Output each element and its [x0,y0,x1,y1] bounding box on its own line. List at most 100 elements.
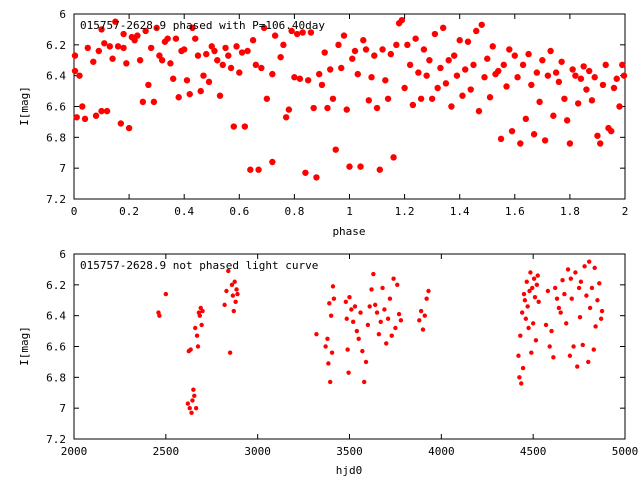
unphased-data-point [576,285,582,291]
phased-data-point [310,104,317,112]
phased-y-axis: 6 6.2 6.4 6.6 6.8 7 7.2 [46,8,625,206]
phased-data-point [109,55,116,62]
phased-data-point [547,47,554,55]
unphased-data-point [549,328,554,334]
phased-data-point [139,98,147,106]
phased-data-point [420,46,428,53]
unphased-data-point [589,285,595,291]
unphased-data-point [535,273,540,278]
unphased-data-point [545,288,551,294]
unphased-data-point [330,284,336,289]
unphased-data-point [586,359,591,365]
unphased-data-point [551,355,556,360]
unphased-data-point [382,307,387,312]
phased-data-point [384,95,392,102]
phased-data-point [282,114,290,121]
phased-data-point [401,84,408,92]
phased-data-point [307,29,315,36]
phased-data-point [255,166,262,173]
phased-data-point [112,18,119,25]
unphased-x-tick-label: 4000 [428,445,455,458]
unphased-data-point [519,381,524,386]
phased-data-point [376,166,384,173]
unphased-data-point [373,302,378,308]
phased-data-point [318,81,326,89]
phased-data-point [200,72,207,79]
phased-data-point [123,60,130,67]
phased-data-point [511,52,518,59]
phased-data-point [536,98,543,106]
phased-data-point [371,52,378,59]
unphased-data-point [326,361,331,366]
phased-data-point [269,70,276,78]
phased-data-point [360,37,367,44]
unphased-data-point [558,310,563,315]
unphased-y-tick-label: 6.8 [46,371,66,384]
phased-data-point [84,44,91,52]
phased-data-point [434,84,441,92]
unphased-data-point [352,304,358,309]
unphased-data-point [529,350,534,355]
phased-data-point [238,49,246,56]
phased-data-point [92,112,100,119]
phased-data-point [117,120,125,127]
phased-data-point [580,63,587,70]
phased-data-point [103,107,111,115]
unphased-data-point [593,324,598,329]
unphased-x-axis: 2000 2500 3000 3500 4000 4500 5000 [61,254,638,458]
unphased-x-tick-label: 2500 [153,445,180,458]
unphased-data-point [597,281,602,286]
phased-data-point [338,64,345,72]
unphased-data-point [528,270,533,275]
phased-data-point [167,60,174,67]
phased-data-point [431,30,439,38]
phased-data-point [594,132,601,139]
phased-y-tick-label: 6 [59,8,66,21]
unphased-data-point [391,276,396,281]
unphased-data-point [521,291,527,297]
unphased-data-point [554,296,560,301]
phased-data-point [450,52,458,59]
phased-data-point [610,84,618,92]
phased-data-point [550,112,557,119]
unphased-data-point [199,322,204,328]
phased-data-point [90,58,97,65]
unphased-data-point [363,359,369,365]
unphased-data-point [224,288,229,294]
phased-data-point [552,69,560,76]
phased-data-point [313,174,320,181]
unphased-y-tick-label: 6.4 [46,310,66,323]
unphased-data-point [580,342,585,348]
unphased-data-point [564,321,569,326]
phased-data-point [277,53,284,61]
unphased-data-point [233,299,238,304]
unphased-data-point [553,285,558,291]
unphased-data-point [331,296,337,301]
unphased-data-point [568,276,574,281]
unphased-data-point [524,279,529,284]
phased-data-point [503,83,510,90]
unphased-data-point [195,344,201,349]
phased-data-point [296,75,304,82]
phased-data-point [125,124,133,132]
phased-data-point [365,97,372,104]
unphased-data-point [327,301,332,306]
unphased-data-point [396,311,402,317]
phased-chart-title: 015757-2628.9 phased with P=106.40day [80,19,325,32]
unphased-data-point [157,313,162,318]
unphased-data-point [556,305,562,311]
phased-data-point [439,24,447,32]
unphased-data-point [360,348,365,354]
unphased-data-point [525,304,530,309]
phased-data-point [572,72,579,79]
unphased-data-point [560,278,565,283]
phased-data-point [106,43,114,50]
phased-data-point [101,40,108,47]
phased-data-point [192,35,199,42]
unphased-y-tick-label: 7 [59,402,66,415]
unphased-y-axis: 6 6.2 6.4 6.6 6.8 7 7.2 [46,248,625,446]
phased-data-point [539,57,546,64]
phased-data-point [569,66,576,73]
unphased-data-point [187,405,192,411]
unphased-data-point [526,325,531,331]
